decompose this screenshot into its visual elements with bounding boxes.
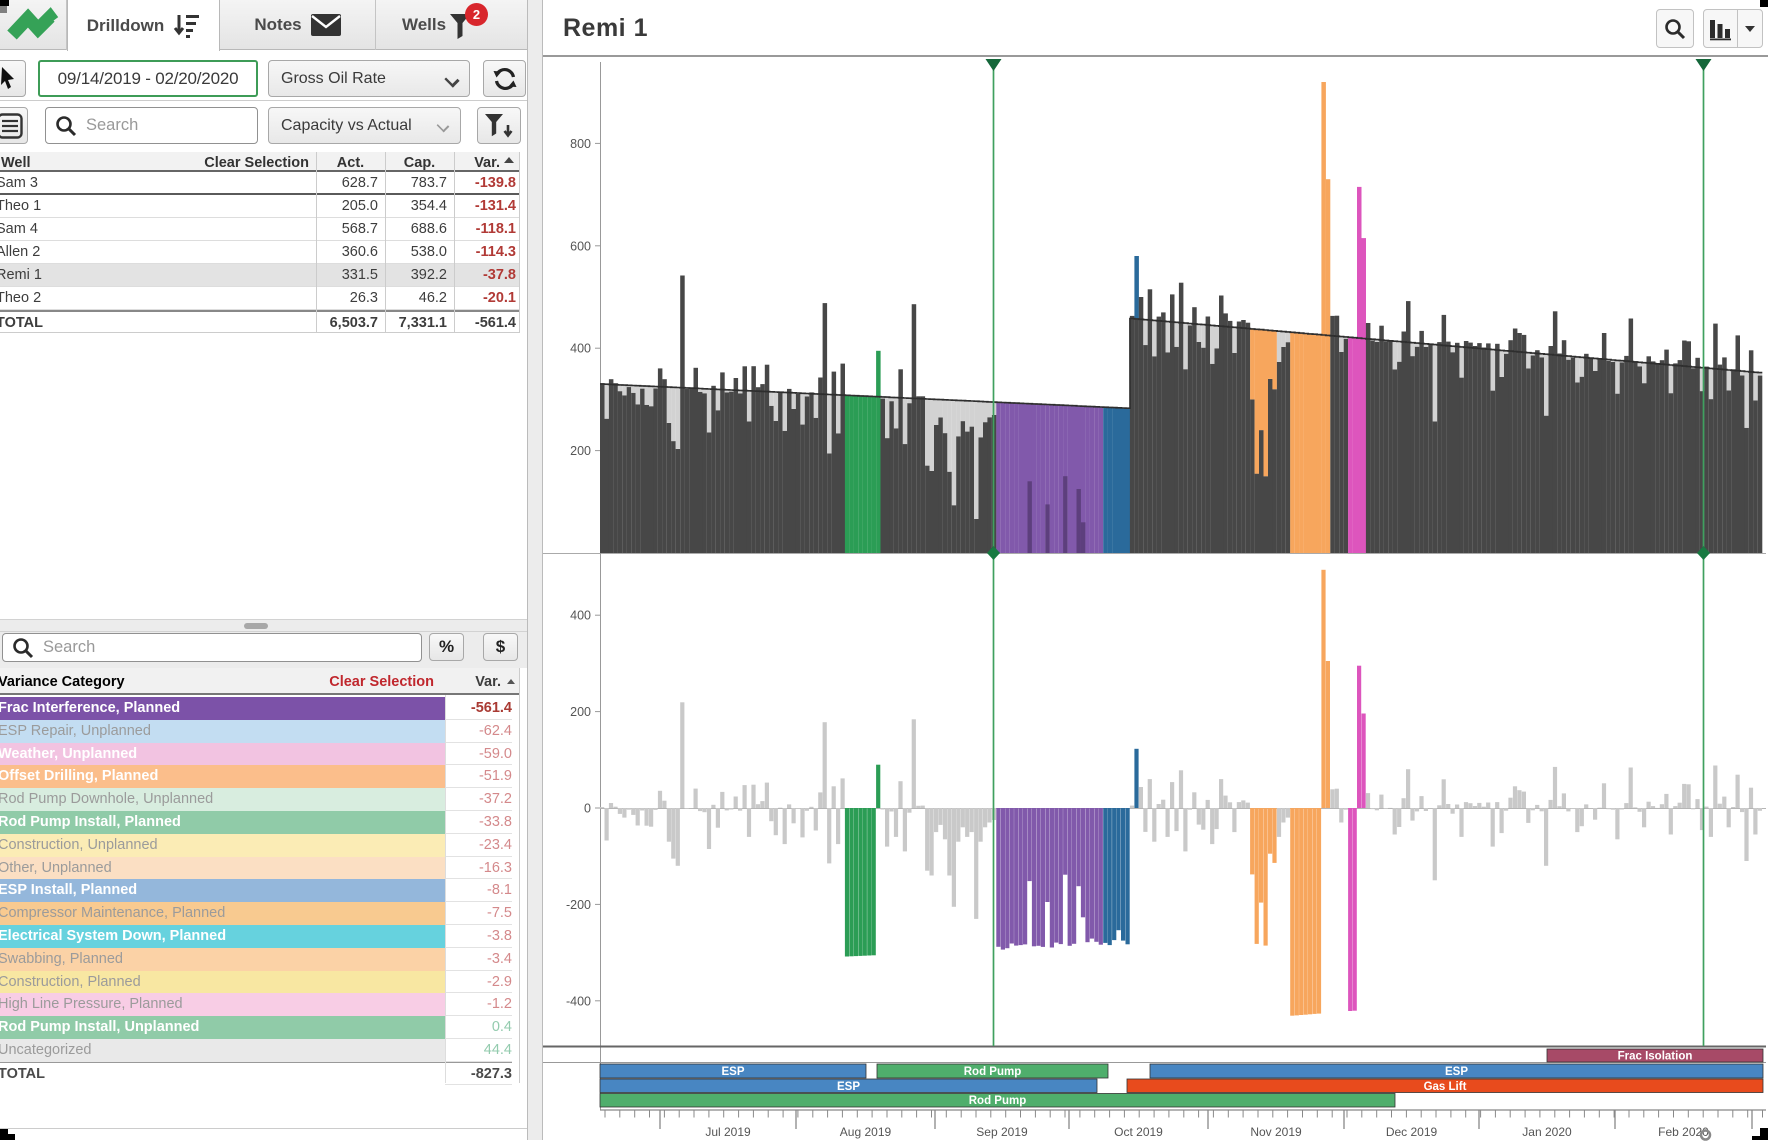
svg-text:Dec 2019: Dec 2019 [1386,1125,1438,1139]
svg-text:400: 400 [570,609,591,623]
svg-text:Rod Pump: Rod Pump [969,1095,1027,1107]
svg-text:Nov 2019: Nov 2019 [1250,1125,1302,1139]
svg-text:Jan 2020: Jan 2020 [1522,1125,1572,1139]
svg-text:600: 600 [570,239,591,253]
svg-text:Oct 2019: Oct 2019 [1114,1125,1163,1139]
svg-text:Gas Lift: Gas Lift [1424,1081,1467,1093]
svg-text:ESP: ESP [837,1081,860,1093]
svg-text:400: 400 [570,342,591,356]
svg-text:ESP: ESP [1445,1066,1468,1078]
svg-text:0: 0 [584,802,591,816]
svg-text:Frac Isolation: Frac Isolation [1618,1051,1693,1063]
svg-text:Jul 2019: Jul 2019 [705,1125,751,1139]
svg-text:ESP: ESP [721,1066,744,1078]
svg-text:-400: -400 [566,994,591,1008]
svg-text:Aug 2019: Aug 2019 [840,1125,892,1139]
svg-text:Rod Pump: Rod Pump [964,1066,1022,1078]
svg-text:200: 200 [570,705,591,719]
svg-text:Sep 2019: Sep 2019 [976,1125,1028,1139]
svg-text:800: 800 [570,137,591,151]
svg-text:200: 200 [570,444,591,458]
svg-text:-200: -200 [566,898,591,912]
